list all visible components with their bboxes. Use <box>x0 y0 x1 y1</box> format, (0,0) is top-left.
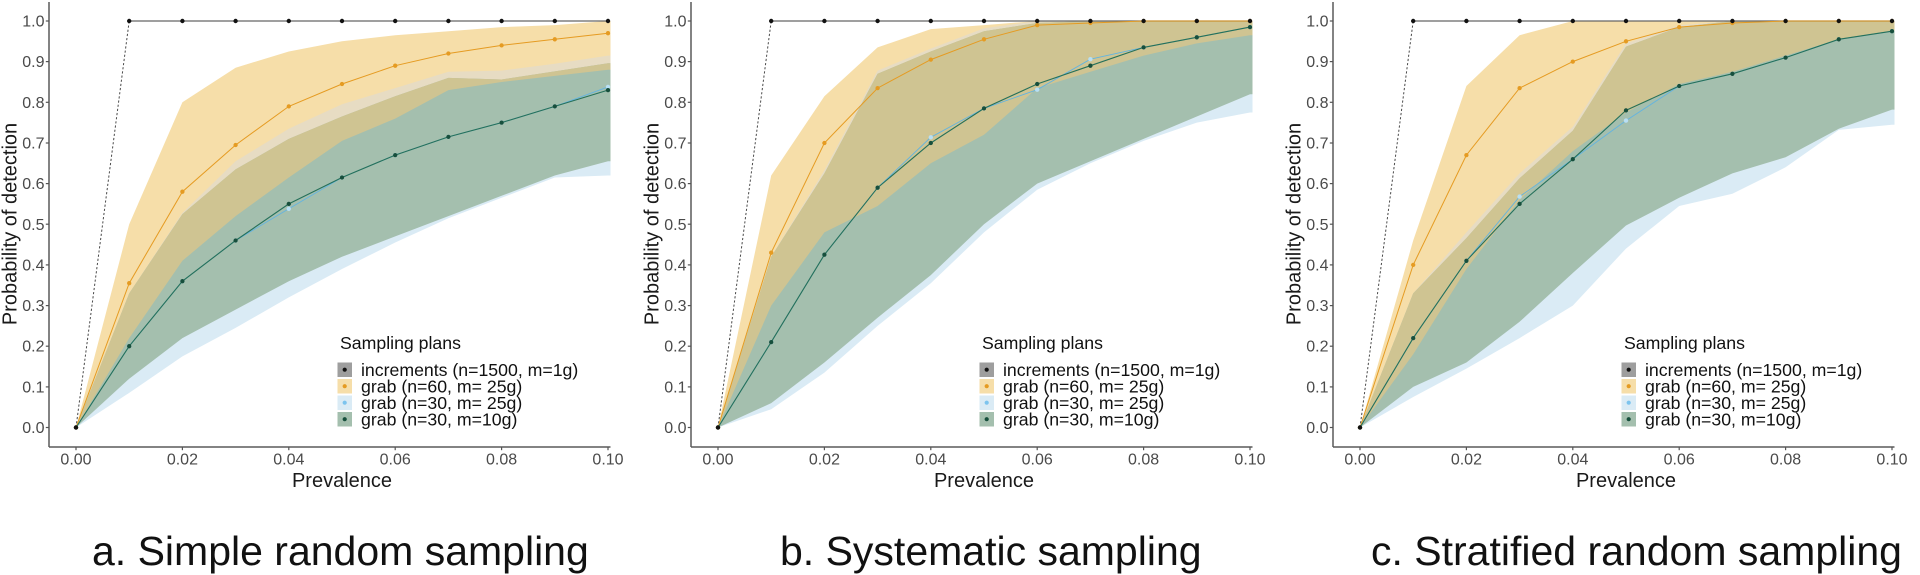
svg-text:0.6: 0.6 <box>22 176 44 193</box>
svg-text:increments (n=1500, m=1g): increments (n=1500, m=1g) <box>361 360 578 380</box>
svg-text:0.2: 0.2 <box>1306 339 1328 356</box>
svg-text:grab (n=30, m= 25g): grab (n=30, m= 25g) <box>1003 393 1164 413</box>
svg-text:0.02: 0.02 <box>1451 452 1482 469</box>
svg-text:0.6: 0.6 <box>664 176 686 193</box>
svg-text:0.5: 0.5 <box>22 217 44 234</box>
svg-text:0.00: 0.00 <box>60 452 91 469</box>
svg-text:0.4: 0.4 <box>664 257 686 274</box>
svg-text:0.02: 0.02 <box>809 452 840 469</box>
svg-text:0.7: 0.7 <box>664 136 686 153</box>
svg-text:0.0: 0.0 <box>22 420 44 437</box>
svg-text:0.04: 0.04 <box>915 452 946 469</box>
svg-text:grab (n=60, m= 25g): grab (n=60, m= 25g) <box>1003 376 1164 396</box>
svg-text:Sampling plans: Sampling plans <box>1624 333 1745 353</box>
svg-text:0.2: 0.2 <box>664 339 686 356</box>
svg-text:0.06: 0.06 <box>1664 452 1695 469</box>
svg-text:0.4: 0.4 <box>1306 257 1328 274</box>
svg-text:0.00: 0.00 <box>702 452 733 469</box>
svg-text:increments (n=1500, m=1g): increments (n=1500, m=1g) <box>1003 360 1220 380</box>
svg-text:Prevalence: Prevalence <box>292 470 392 492</box>
svg-text:0.10: 0.10 <box>1876 452 1907 469</box>
svg-text:0.3: 0.3 <box>1306 298 1328 315</box>
svg-text:Probability of detection: Probability of detection <box>1284 123 1306 325</box>
svg-text:0.08: 0.08 <box>1770 452 1801 469</box>
svg-text:0.04: 0.04 <box>273 452 304 469</box>
svg-text:grab (n=30, m=10g): grab (n=30, m=10g) <box>1003 409 1159 429</box>
svg-text:0.00: 0.00 <box>1344 452 1375 469</box>
svg-text:0.5: 0.5 <box>664 217 686 234</box>
svg-text:0.7: 0.7 <box>1306 136 1328 153</box>
svg-text:0.6: 0.6 <box>1306 176 1328 193</box>
svg-text:Probability of detection: Probability of detection <box>0 123 22 325</box>
svg-text:0.9: 0.9 <box>1306 54 1328 71</box>
svg-text:grab (n=60, m= 25g): grab (n=60, m= 25g) <box>361 376 522 396</box>
svg-text:0.10: 0.10 <box>592 452 623 469</box>
svg-text:0.1: 0.1 <box>22 379 44 396</box>
svg-text:grab (n=30, m= 25g): grab (n=30, m= 25g) <box>361 393 522 413</box>
svg-text:0.8: 0.8 <box>664 95 686 112</box>
svg-text:0.0: 0.0 <box>1306 420 1328 437</box>
svg-text:0.7: 0.7 <box>22 136 44 153</box>
svg-text:0.1: 0.1 <box>664 379 686 396</box>
svg-text:grab (n=30, m=10g): grab (n=30, m=10g) <box>361 409 517 429</box>
svg-text:0.1: 0.1 <box>1306 379 1328 396</box>
svg-text:0.10: 0.10 <box>1234 452 1265 469</box>
svg-text:0.08: 0.08 <box>1128 452 1159 469</box>
svg-text:0.4: 0.4 <box>22 257 44 274</box>
svg-text:0.8: 0.8 <box>1306 95 1328 112</box>
svg-text:Sampling plans: Sampling plans <box>340 333 461 353</box>
svg-text:0.3: 0.3 <box>22 298 44 315</box>
svg-text:0.0: 0.0 <box>664 420 686 437</box>
svg-text:grab (n=60, m= 25g): grab (n=60, m= 25g) <box>1645 376 1806 396</box>
svg-text:0.3: 0.3 <box>664 298 686 315</box>
svg-text:1.0: 1.0 <box>1306 14 1328 31</box>
svg-text:Sampling plans: Sampling plans <box>982 333 1103 353</box>
svg-text:0.2: 0.2 <box>22 339 44 356</box>
svg-text:0.04: 0.04 <box>1557 452 1588 469</box>
svg-text:Prevalence: Prevalence <box>934 470 1034 492</box>
svg-text:increments (n=1500, m=1g): increments (n=1500, m=1g) <box>1645 360 1862 380</box>
svg-text:1.0: 1.0 <box>664 14 686 31</box>
svg-text:0.06: 0.06 <box>1022 452 1053 469</box>
svg-text:Probability of detection: Probability of detection <box>642 123 664 325</box>
svg-text:0.9: 0.9 <box>664 54 686 71</box>
svg-text:0.5: 0.5 <box>1306 217 1328 234</box>
svg-text:0.8: 0.8 <box>22 95 44 112</box>
svg-text:0.02: 0.02 <box>167 452 198 469</box>
svg-text:0.06: 0.06 <box>380 452 411 469</box>
svg-text:grab (n=30, m=10g): grab (n=30, m=10g) <box>1645 409 1801 429</box>
svg-text:0.9: 0.9 <box>22 54 44 71</box>
svg-text:grab (n=30, m= 25g): grab (n=30, m= 25g) <box>1645 393 1806 413</box>
svg-text:1.0: 1.0 <box>22 14 44 31</box>
svg-text:Prevalence: Prevalence <box>1576 470 1676 492</box>
svg-text:0.08: 0.08 <box>486 452 517 469</box>
